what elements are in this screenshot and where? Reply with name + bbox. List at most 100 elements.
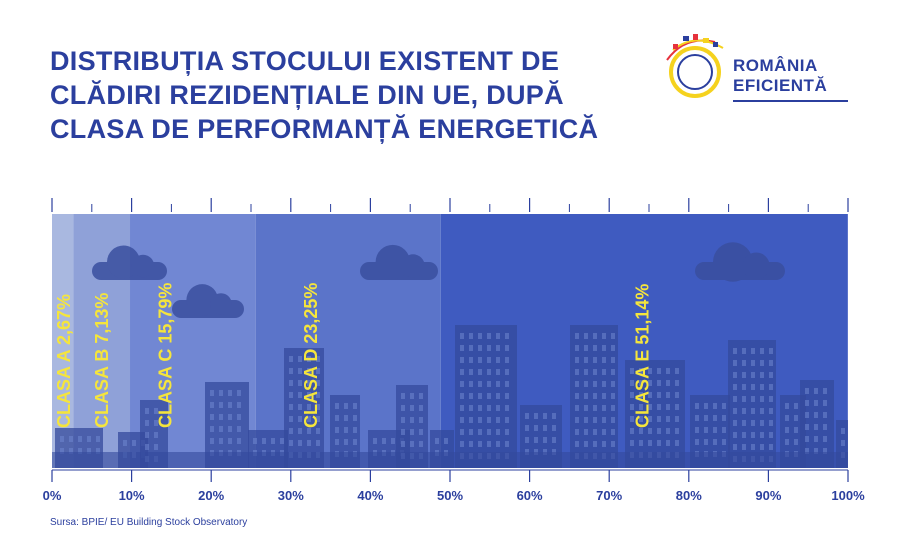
building-window <box>496 429 500 435</box>
building-window <box>823 400 827 406</box>
building-window <box>769 360 773 366</box>
building-window <box>575 429 579 435</box>
building-window <box>666 404 670 410</box>
building-window <box>419 417 423 423</box>
title-line-1: DISTRIBUȚIA STOCULUI EXISTENT DE <box>50 46 560 76</box>
building-window <box>469 333 473 339</box>
building-window <box>487 405 491 411</box>
building-window <box>60 436 64 442</box>
building-window <box>769 396 773 402</box>
building-window <box>478 417 482 423</box>
building-window <box>307 428 311 434</box>
city-skyline-decoration <box>52 325 848 468</box>
building-window <box>760 372 764 378</box>
building-window <box>307 404 311 410</box>
building-window <box>751 360 755 366</box>
building-window <box>401 417 405 423</box>
building-window <box>760 384 764 390</box>
building-window <box>713 403 717 409</box>
building-window <box>505 333 509 339</box>
building-window <box>228 414 232 420</box>
building-window <box>335 427 339 433</box>
building-window <box>487 345 491 351</box>
building-window <box>602 441 606 447</box>
building-window <box>487 393 491 399</box>
building-window <box>611 381 615 387</box>
building-window <box>298 440 302 446</box>
building-window <box>742 432 746 438</box>
building-window <box>733 408 737 414</box>
building-window <box>639 392 643 398</box>
building-window <box>505 393 509 399</box>
building-window <box>145 420 149 426</box>
building-window <box>316 440 320 446</box>
building-window <box>469 417 473 423</box>
building-window <box>534 413 538 419</box>
building-window <box>478 405 482 411</box>
title-line-3: CLASA DE PERFORMANȚĂ ENERGETICĂ <box>50 114 599 144</box>
building-window <box>335 403 339 409</box>
building-window <box>444 438 448 444</box>
title-line-2: CLĂDIRI REZIDENȚIALE DIN UE, DUPĂ <box>50 80 564 110</box>
building-window <box>769 444 773 450</box>
building-window <box>602 429 606 435</box>
building-window <box>316 392 320 398</box>
building-window <box>505 429 509 435</box>
building-window <box>373 438 377 444</box>
building-window <box>602 345 606 351</box>
building-window <box>410 417 414 423</box>
building-window <box>410 441 414 447</box>
building-window <box>353 415 357 421</box>
building-window <box>469 345 473 351</box>
building-window <box>382 438 386 444</box>
building-window <box>391 438 395 444</box>
building-window <box>344 427 348 433</box>
building-window <box>733 360 737 366</box>
building-window <box>575 417 579 423</box>
x-axis-tick-labels: 0% 10% 20% 30% 40% 50% 60% 70% 80% 90% 100% <box>43 488 865 503</box>
building-window <box>487 381 491 387</box>
building-window <box>675 428 679 434</box>
building-window <box>602 393 606 399</box>
building-window <box>814 412 818 418</box>
building-window <box>237 390 241 396</box>
building-window <box>733 372 737 378</box>
segment-value: 7,13% <box>92 293 112 344</box>
building-window <box>666 380 670 386</box>
building-window <box>496 381 500 387</box>
building-window <box>584 369 588 375</box>
building-window <box>769 420 773 426</box>
tick-label-3: 30% <box>278 488 304 503</box>
building-window <box>316 428 320 434</box>
building-window <box>602 417 606 423</box>
building-window <box>132 440 136 446</box>
building-window <box>814 388 818 394</box>
logo-line-1: ROMÂNIA <box>733 56 818 75</box>
building-window <box>760 396 764 402</box>
building-window <box>666 440 670 446</box>
building-window <box>593 357 597 363</box>
segment-name: CLASA D <box>301 344 321 428</box>
building-window <box>534 425 538 431</box>
building-window <box>805 412 809 418</box>
building-window <box>496 345 500 351</box>
building-window <box>298 392 302 398</box>
building-window <box>469 429 473 435</box>
building-window <box>841 428 845 434</box>
building-window <box>751 396 755 402</box>
building-window <box>478 381 482 387</box>
building-window <box>575 381 579 387</box>
building-window <box>210 402 214 408</box>
building-window <box>335 415 339 421</box>
building-window <box>460 333 464 339</box>
building-window <box>648 392 652 398</box>
building-window <box>713 427 717 433</box>
building-window <box>630 440 634 446</box>
building-window <box>630 404 634 410</box>
building-window <box>742 408 746 414</box>
building-window <box>639 380 643 386</box>
building-window <box>525 437 529 443</box>
building-window <box>219 402 223 408</box>
building-window <box>575 441 579 447</box>
